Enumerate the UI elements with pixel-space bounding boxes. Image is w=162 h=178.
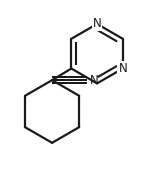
Text: N: N bbox=[118, 62, 127, 75]
Text: N: N bbox=[93, 17, 101, 30]
Text: N: N bbox=[90, 74, 99, 87]
